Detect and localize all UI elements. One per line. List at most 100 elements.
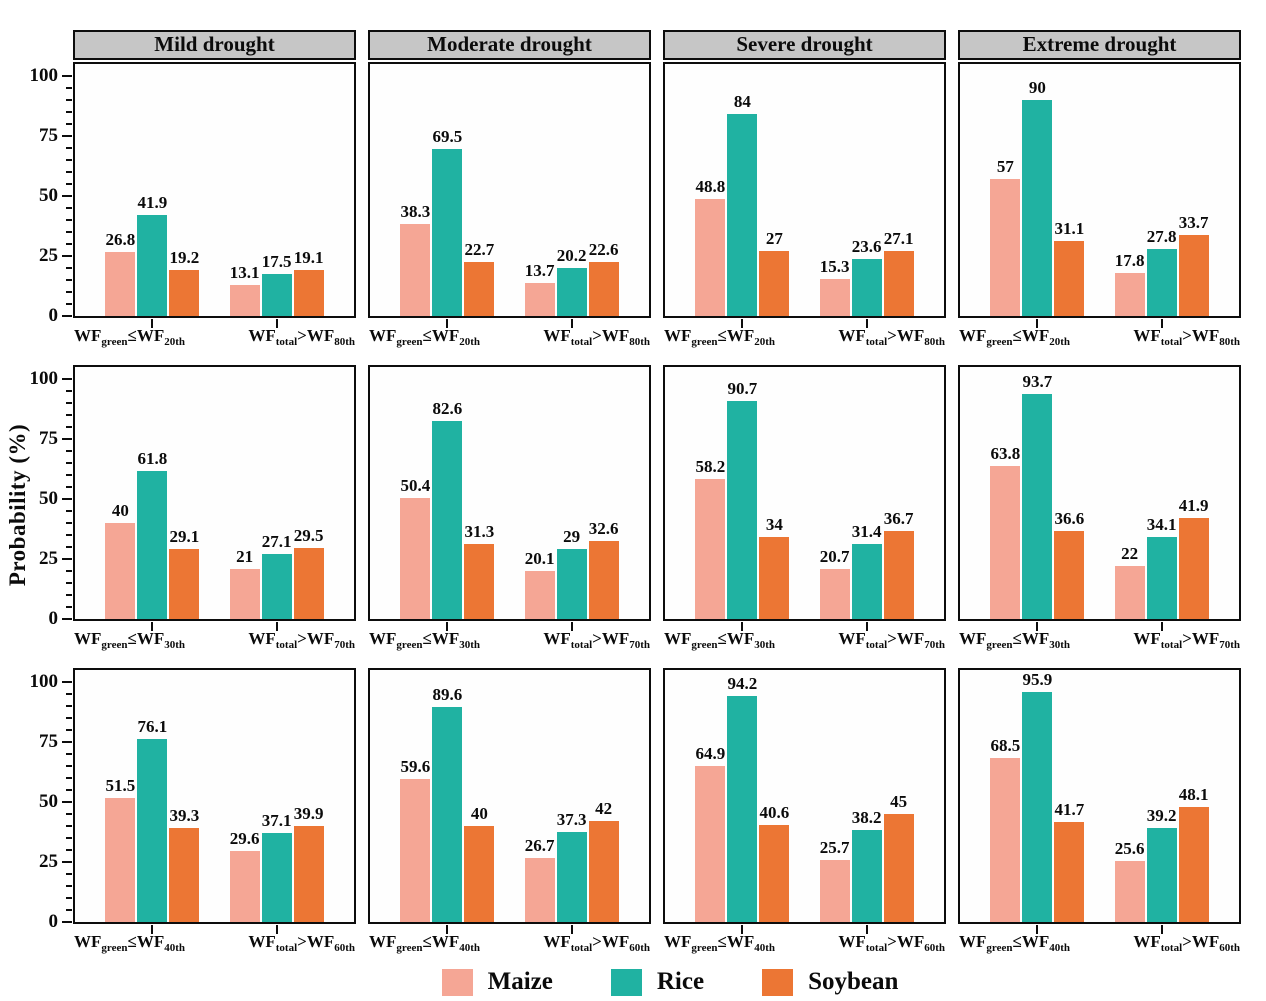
bar-rice: 27.1 [261, 532, 292, 619]
bar-value-label: 61.8 [137, 448, 168, 468]
bar-value-label: 38.2 [851, 808, 882, 828]
bar-value-label: 31.1 [1054, 219, 1085, 239]
y-tick [66, 789, 72, 792]
x-axis-tick [741, 925, 744, 934]
y-tick [66, 390, 72, 392]
bar-rice: 61.8 [137, 449, 168, 619]
y-tick [66, 897, 72, 899]
bar-value-label: 37.1 [261, 810, 292, 830]
bar-group: 13.1 17.5 19.1 [229, 64, 324, 328]
panel-title-text: Severe drought [736, 32, 873, 56]
bar-rice: 69.5 [432, 127, 463, 316]
y-tick [62, 135, 72, 137]
y-tick [62, 438, 72, 440]
bar-rice: 90.7 [727, 379, 758, 619]
y-tick [66, 207, 72, 209]
bar-maize: 64.9 [695, 744, 726, 922]
legend-item-maize: Maize [441, 968, 553, 996]
bar-group: 26.8 41.9 19.2 [105, 64, 200, 328]
bar-value-label: 25.7 [819, 838, 850, 858]
y-tick [66, 594, 72, 596]
plot-area: 0 25 50 75 100 51.5 76.1 39.3 29.6 37.1 39.9 [30, 668, 356, 934]
panel-mild-row1: Mild drought 0 25 50 75 100 26.8 41.9 19.2 13.1 17… [30, 30, 356, 352]
bar-value-label: 93.7 [1022, 372, 1053, 392]
bar-value-label: 20.2 [556, 245, 587, 265]
bar-maize: 25.6 [1114, 839, 1145, 922]
panel-extreme-row2: 63.8 93.7 36.6 22 34.1 41.9 WFgreen≤WF30th WFto… [958, 365, 1241, 655]
chart-grid: Mild drought 0 25 50 75 100 26.8 41.9 19.2 13.1 17… [4, 0, 1266, 958]
bar-group: 68.5 95.9 41.7 [990, 670, 1085, 934]
panel-severe-row3: 64.9 94.2 40.6 25.7 38.2 45 WFgreen≤WF40th WFto… [663, 668, 946, 958]
bar-value-label: 90 [1028, 78, 1046, 97]
x-axis-tick [570, 319, 573, 328]
panel-extreme-row3: 68.5 95.9 41.7 25.6 39.2 48.1 WFgreen≤WF40th WF… [958, 668, 1241, 958]
bar-value-label: 40.6 [759, 802, 790, 822]
bar-soybean: 40.6 [759, 803, 790, 922]
y-axis: 0 25 50 75 100 [29, 64, 73, 326]
bar-soybean: 22.6 [588, 240, 619, 316]
bar-maize: 48.8 [695, 177, 726, 316]
plot-area: 59.6 89.6 40 26.7 37.3 42 [368, 668, 651, 934]
x-category-labels: WFgreen≤WF20th WFtotal>WF80th [73, 318, 356, 352]
bar-value-label: 25.6 [1114, 838, 1145, 858]
legend-item-rice: Rice [610, 968, 704, 996]
x-category-label: WFgreen≤WF40th [74, 932, 185, 954]
x-axis-tick [570, 925, 573, 934]
bar-value-label: 50.4 [400, 476, 431, 496]
bar-group: 29.6 37.1 39.9 [229, 670, 324, 934]
bar-maize: 13.1 [229, 263, 260, 316]
bar-value-label: 13.1 [229, 262, 260, 282]
bar-group: 13.7 20.2 22.6 [524, 64, 619, 328]
bar-soybean: 29.5 [293, 526, 324, 619]
plot-area: 38.3 69.5 22.7 13.7 20.2 22.6 [368, 62, 651, 328]
bar-value-label: 27.1 [883, 228, 914, 248]
x-axis-tick [1036, 622, 1039, 631]
y-tick [66, 450, 72, 453]
x-category-label: WFtotal>WF80th [838, 326, 945, 348]
plot-area: 48.8 84 27 15.3 23.6 27.1 [663, 62, 946, 328]
x-axis-tick [151, 925, 154, 934]
x-axis-tick [741, 622, 744, 631]
bar-soybean: 27 [759, 229, 790, 316]
bar-maize: 63.8 [990, 444, 1021, 619]
bar-group: 20.7 31.4 36.7 [819, 367, 914, 631]
bar-value-label: 48.1 [1178, 784, 1209, 804]
y-axis-title: Probability (%) [5, 423, 30, 587]
bar-value-label: 51.5 [105, 776, 136, 796]
x-category-label: WFgreen≤WF30th [959, 629, 1070, 651]
bar-rice: 34.1 [1146, 515, 1177, 619]
x-axis-tick [151, 622, 154, 631]
bar-value-label: 41.7 [1054, 799, 1085, 819]
y-tick [66, 267, 72, 269]
bar-value-label: 39.3 [169, 805, 200, 825]
x-axis-tick [275, 622, 278, 631]
y-tick [66, 183, 72, 186]
bar-soybean: 36.6 [1054, 509, 1085, 619]
x-category-labels: WFgreen≤WF20th WFtotal>WF80th [958, 318, 1241, 352]
bar-group: 63.8 93.7 36.6 [990, 367, 1085, 631]
panel-severe-row2: 58.2 90.7 34 20.7 31.4 36.7 WFgreen≤WF30th WFto… [663, 365, 946, 655]
panel-moderate-row1: Moderate drought 38.3 69.5 22.7 13.7 20.2 22.6… [368, 30, 651, 352]
y-tick [62, 255, 72, 257]
bar-rice: 23.6 [851, 237, 882, 316]
bar-rice: 29 [556, 527, 587, 619]
bar-value-label: 13.7 [524, 261, 555, 281]
y-tick [62, 195, 72, 197]
bar-maize: 40 [105, 501, 136, 619]
x-category-label: WFtotal>WF80th [1133, 326, 1240, 348]
y-tick [66, 570, 72, 572]
bar-soybean: 33.7 [1178, 213, 1209, 316]
panel-title-text: Mild drought [154, 32, 275, 56]
bar-value-label: 38.3 [400, 202, 431, 222]
plot-area: 63.8 93.7 36.6 22 34.1 41.9 [958, 365, 1241, 631]
bar-group: 50.4 82.6 31.3 [400, 367, 495, 631]
y-tick [62, 558, 72, 560]
y-tick [66, 231, 72, 234]
bar-value-label: 68.5 [990, 735, 1021, 755]
bar-rice: 76.1 [137, 717, 168, 922]
bar-maize: 22 [1114, 544, 1145, 619]
bar-soybean: 19.2 [169, 248, 200, 316]
bar-value-label: 26.7 [524, 835, 555, 855]
x-category-label: WFgreen≤WF30th [369, 629, 480, 651]
panel-title-moderate: Moderate drought [368, 30, 651, 60]
